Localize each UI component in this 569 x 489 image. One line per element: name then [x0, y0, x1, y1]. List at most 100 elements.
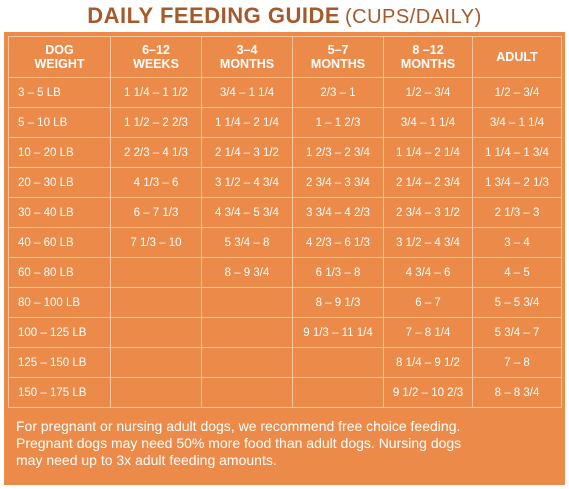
cups-cell: 4 3/4 – 6	[383, 257, 473, 288]
column-header-age: 6–12 WEEKS	[110, 36, 202, 78]
cups-cell: 6 1/3 – 8	[292, 257, 384, 288]
column-header-line: WEIGHT	[34, 57, 85, 71]
cups-cell	[110, 377, 202, 408]
cups-cell: 2 2/3 – 4 1/3	[110, 137, 202, 168]
cups-cell	[201, 377, 293, 408]
cups-cell	[110, 257, 202, 288]
column-header-line: 8 –12	[412, 43, 444, 57]
cups-cell: 3 – 4	[472, 227, 562, 258]
column-header-weight: DOG WEIGHT	[8, 36, 111, 78]
column-header-age: ADULT	[472, 36, 562, 78]
cups-cell: 6 – 7 1/3	[110, 197, 202, 228]
table-row: 125 – 150 LB 8 1/4 – 9 1/2 7 – 8	[8, 347, 562, 378]
weight-cell: 30 – 40 LB	[8, 197, 111, 228]
cups-cell: 4 1/3 – 6	[110, 167, 202, 198]
cups-cell: 1 1/4 – 1 3/4	[472, 137, 562, 168]
cups-cell	[110, 287, 202, 318]
feeding-table: DOG WEIGHT 6–12 WEEKS 3–4 MONTHS 5–7 MONTHS 8 –1…	[8, 36, 562, 408]
table-row: 30 – 40 LB 6 – 7 1/3 4 3/4 – 5 3/4 3 3/4 – …	[8, 197, 562, 228]
cups-cell: 8 – 9 1/3	[292, 287, 384, 318]
guide-title-unit: (CUPS/DAILY)	[344, 6, 482, 28]
cups-cell: 4 – 5	[472, 257, 562, 288]
cups-cell: 3 1/2 – 4 3/4	[201, 167, 293, 198]
weight-cell: 150 – 175 LB	[8, 377, 111, 408]
column-header-age: 3–4 MONTHS	[201, 36, 293, 78]
weight-cell: 60 – 80 LB	[8, 257, 111, 288]
header-row: DOG WEIGHT 6–12 WEEKS 3–4 MONTHS 5–7 MONTHS 8 –1…	[8, 36, 562, 78]
cups-cell: 5 – 5 3/4	[472, 287, 562, 318]
column-header-line: WEEKS	[133, 57, 179, 71]
column-header-age: 5–7 MONTHS	[292, 36, 384, 78]
column-header-line: MONTHS	[310, 57, 366, 71]
cups-cell: 9 1/2 – 10 2/3	[383, 377, 473, 408]
weight-cell: 5 – 10 LB	[8, 107, 111, 138]
cups-cell: 1 1/4 – 1 1/2	[110, 77, 202, 108]
feeding-guide-panel: DOG WEIGHT 6–12 WEEKS 3–4 MONTHS 5–7 MONTHS 8 –1…	[4, 32, 565, 485]
cups-cell: 8 – 8 3/4	[472, 377, 562, 408]
table-row: 150 – 175 LB 9 1/2 – 10 2/3 8 – 8 3/4	[8, 377, 562, 408]
weight-cell: 10 – 20 LB	[8, 137, 111, 168]
weight-cell: 100 – 125 LB	[8, 317, 111, 348]
cups-cell	[110, 347, 202, 378]
note-line: may need up to 3x adult feeding amounts.	[16, 452, 277, 468]
table-row: 10 – 20 LB 2 2/3 – 4 1/3 2 1/4 – 3 1/2 1 2/…	[8, 137, 562, 168]
cups-cell	[110, 317, 202, 348]
cups-cell: 2 1/4 – 2 3/4	[383, 167, 473, 198]
weight-cell: 40 – 60 LB	[8, 227, 111, 258]
cups-cell: 7 1/3 – 10	[110, 227, 202, 258]
table-row: 100 – 125 LB 9 1/3 – 11 1/4 7 – 8 1/4 5 3/4…	[8, 317, 562, 348]
cups-cell	[292, 377, 384, 408]
cups-cell: 5 3/4 – 7	[472, 317, 562, 348]
weight-cell: 80 – 100 LB	[8, 287, 111, 318]
cups-cell: 1/2 – 3/4	[383, 77, 473, 108]
cups-cell	[201, 287, 293, 318]
weight-cell: 3 – 5 LB	[8, 77, 111, 108]
cups-cell: 3/4 – 1 1/4	[472, 107, 562, 138]
cups-cell: 4 2/3 – 6 1/3	[292, 227, 384, 258]
cups-cell: 7 – 8	[472, 347, 562, 378]
cups-cell: 3/4 – 1 1/4	[201, 77, 293, 108]
cups-cell: 8 1/4 – 9 1/2	[383, 347, 473, 378]
cups-cell: 1 2/3 – 2 3/4	[292, 137, 384, 168]
weight-cell: 125 – 150 LB	[8, 347, 111, 378]
column-header-line: 3–4	[236, 43, 258, 57]
cups-cell: 4 3/4 – 5 3/4	[201, 197, 293, 228]
guide-title: DAILY FEEDING GUIDE (CUPS/DAILY)	[0, 0, 569, 32]
column-header-line: 5–7	[327, 43, 349, 57]
column-header-line: DOG	[45, 43, 74, 57]
cups-cell: 2 1/3 – 3	[472, 197, 562, 228]
cups-cell: 2 3/4 – 3 3/4	[292, 167, 384, 198]
cups-cell: 1 – 1 2/3	[292, 107, 384, 138]
cups-cell: 1 3/4 – 2 1/3	[472, 167, 562, 198]
note-line: Pregnant dogs may need 50% more food tha…	[16, 435, 462, 451]
column-header-age: 8 –12 MONTHS	[383, 36, 473, 78]
cups-cell: 1 1/2 – 2 2/3	[110, 107, 202, 138]
guide-title-main: DAILY FEEDING GUIDE	[87, 3, 341, 28]
cups-cell: 8 – 9 3/4	[201, 257, 293, 288]
weight-cell: 20 – 30 LB	[8, 167, 111, 198]
cups-cell: 5 3/4 – 8	[201, 227, 293, 258]
column-header-line: ADULT	[496, 50, 538, 64]
cups-cell: 2 3/4 – 3 1/2	[383, 197, 473, 228]
cups-cell: 3 3/4 – 4 2/3	[292, 197, 384, 228]
cups-cell	[292, 347, 384, 378]
column-header-line: 6–12	[142, 43, 170, 57]
cups-cell: 3 1/2 – 4 3/4	[383, 227, 473, 258]
cups-cell: 2 1/4 – 3 1/2	[201, 137, 293, 168]
feeding-note: For pregnant or nursing adult dogs, we r…	[16, 418, 561, 469]
cups-cell: 7 – 8 1/4	[383, 317, 473, 348]
cups-cell: 1 1/4 – 2 1/4	[201, 107, 293, 138]
table-row: 5 – 10 LB 1 1/2 – 2 2/3 1 1/4 – 2 1/4 1 – 1…	[8, 107, 562, 138]
cups-cell: 3/4 – 1 1/4	[383, 107, 473, 138]
cups-cell	[201, 317, 293, 348]
note-line: For pregnant or nursing adult dogs, we r…	[16, 418, 461, 434]
cups-cell: 6 – 7	[383, 287, 473, 318]
cups-cell: 9 1/3 – 11 1/4	[292, 317, 384, 348]
column-header-line: MONTHS	[219, 57, 275, 71]
